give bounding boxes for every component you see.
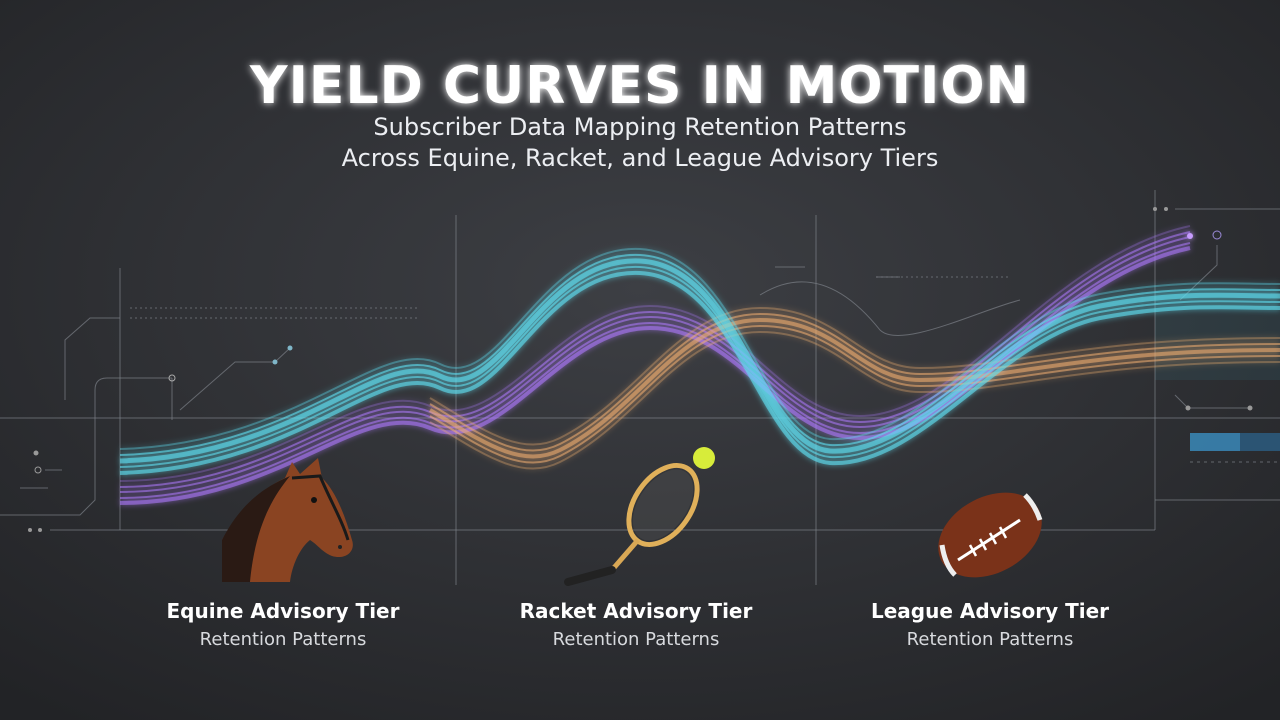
subtitle: Subscriber Data Mapping Retention Patter… <box>373 113 906 141</box>
racket-icon <box>564 447 715 586</box>
football-icon <box>938 492 1043 578</box>
tier-sublabel: Retention Patterns <box>200 629 367 650</box>
subtitle: Across Equine, Racket, and League Adviso… <box>342 144 939 172</box>
tier-sublabel: Retention Patterns <box>553 629 720 650</box>
tier-label: Racket Advisory Tier <box>520 599 753 623</box>
tier-sublabel: Retention Patterns <box>907 629 1074 650</box>
flow-ribbons <box>120 225 1280 505</box>
title: YIELD CURVES IN MOTION <box>249 56 1030 116</box>
tennis-ball <box>693 447 715 469</box>
ribbon-dot <box>1187 233 1193 239</box>
tier-label: Equine Advisory Tier <box>167 599 400 623</box>
tier-label: League Advisory Tier <box>871 599 1109 623</box>
horse-icon <box>222 458 353 582</box>
